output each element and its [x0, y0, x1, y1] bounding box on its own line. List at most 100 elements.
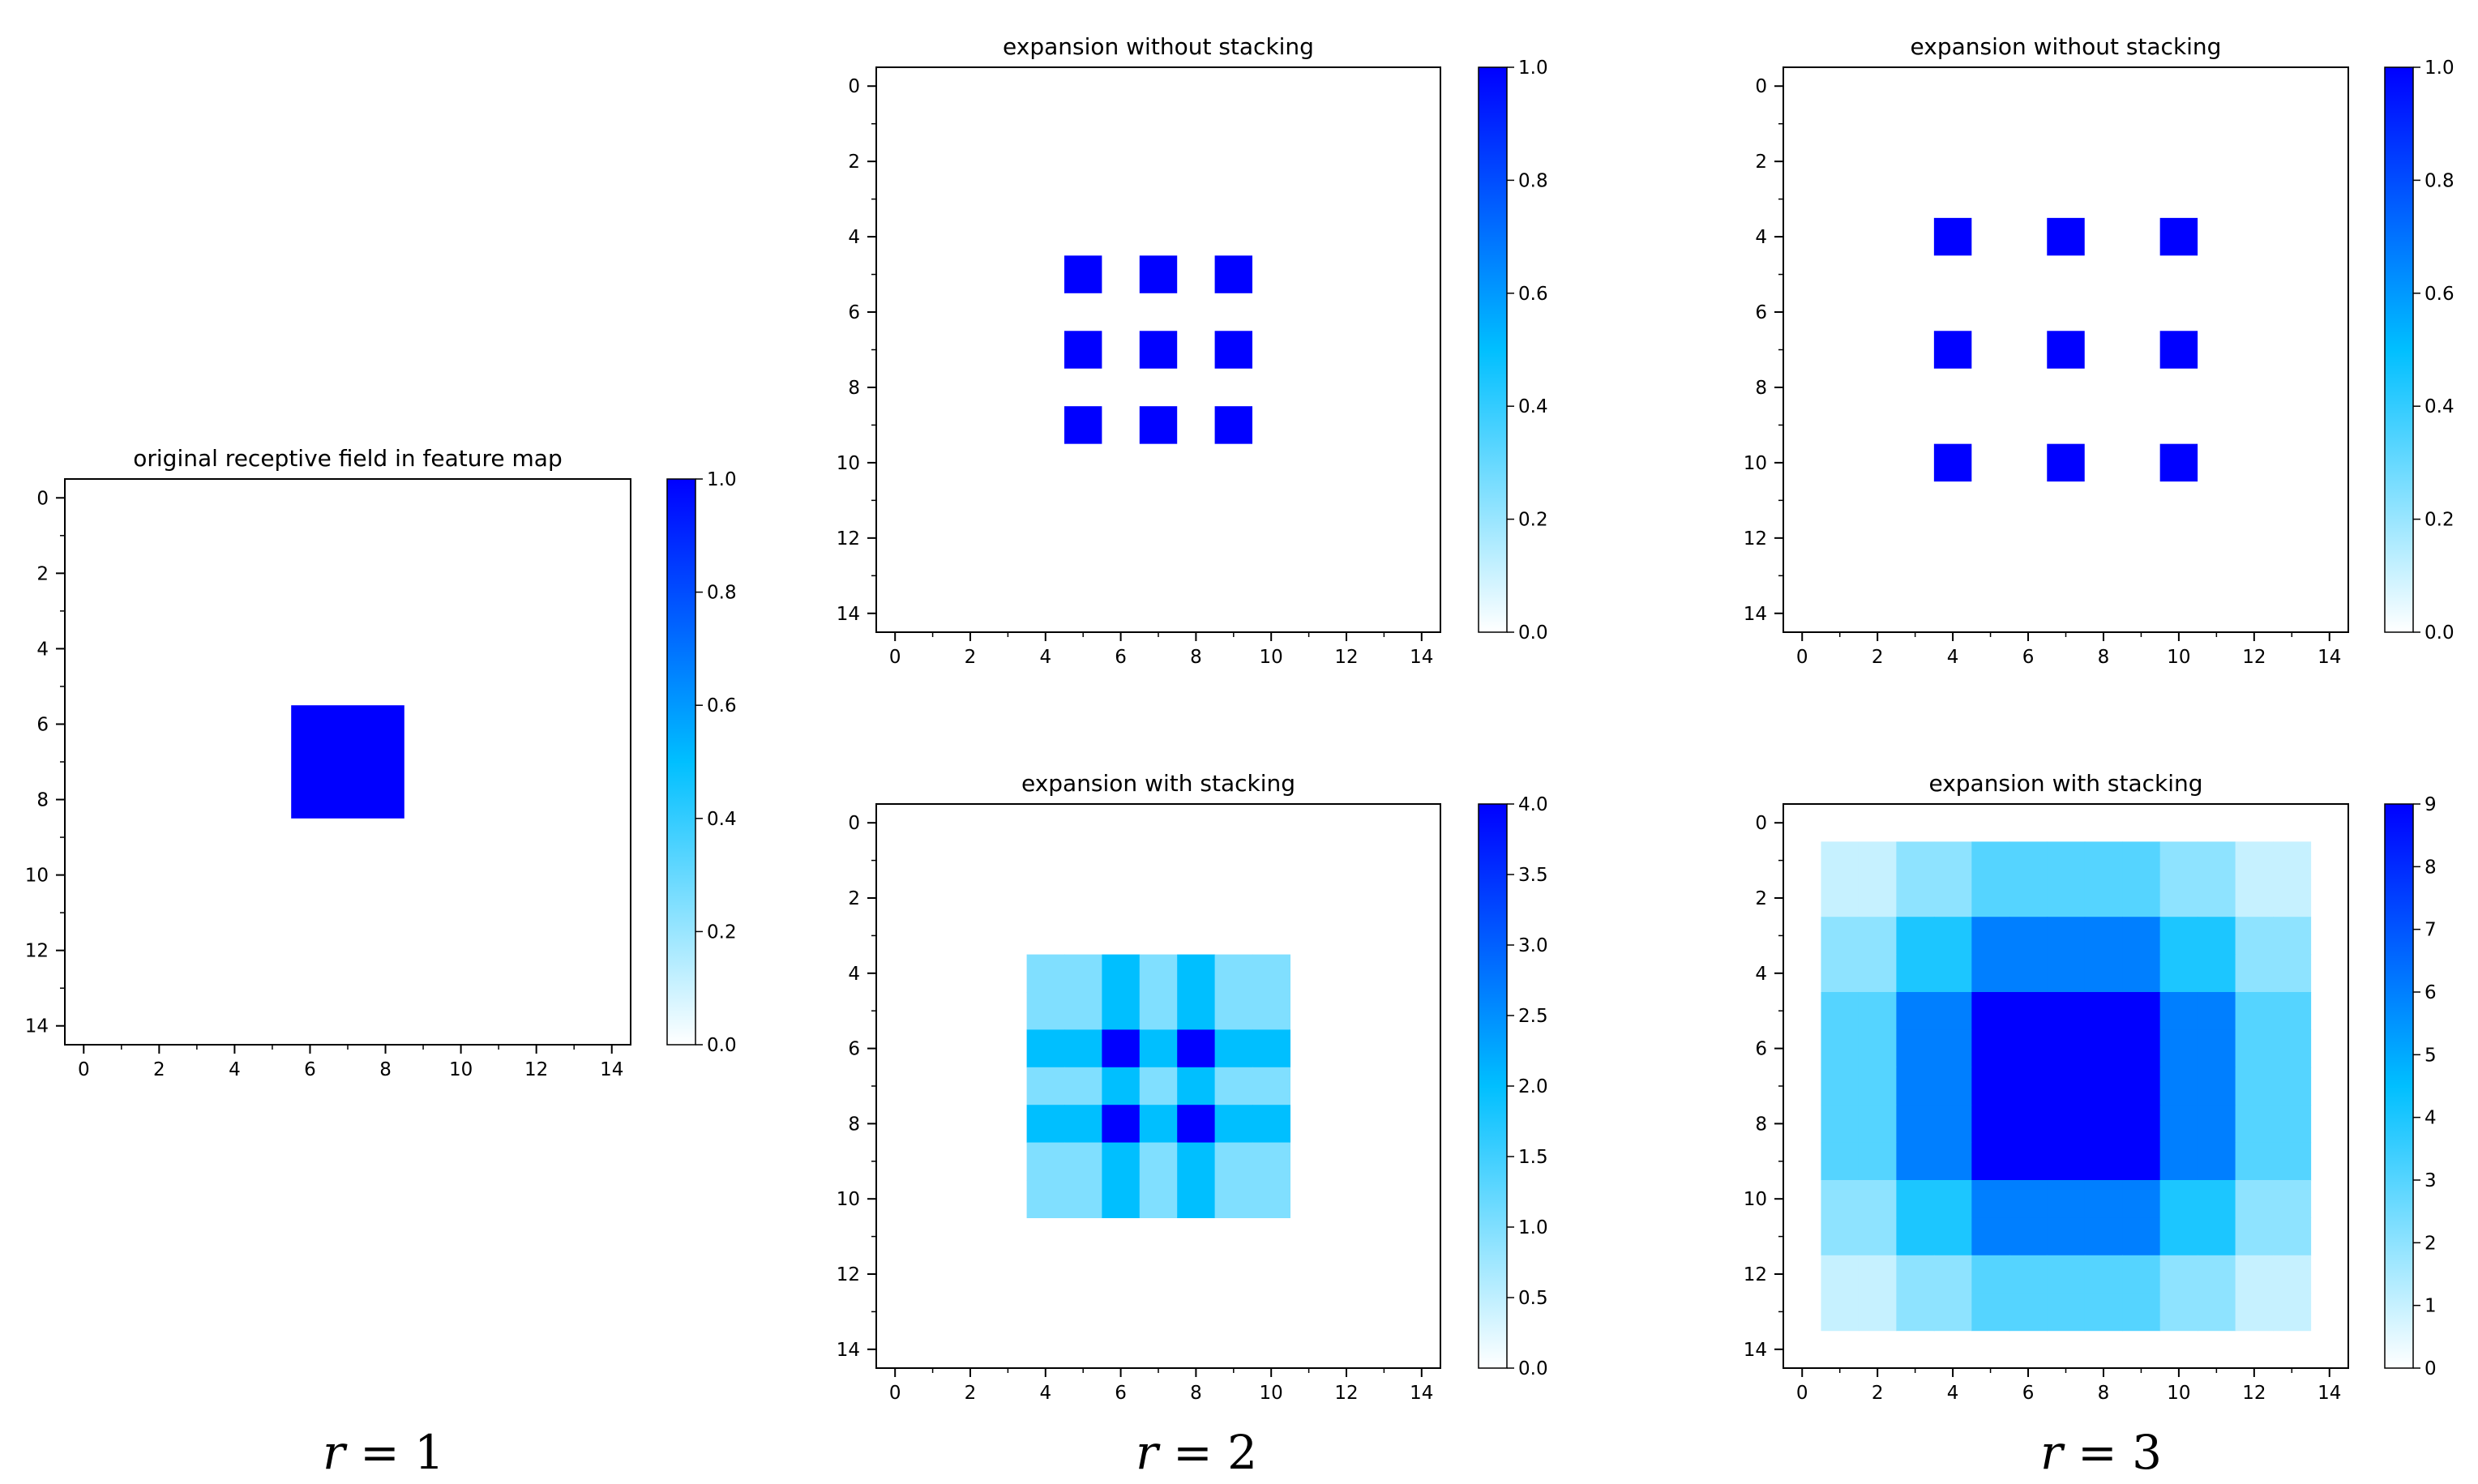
heatmap-cell [2122, 1029, 2161, 1068]
heatmap-cell [1026, 1029, 1065, 1068]
x-tick-label: 10 [1260, 647, 1283, 668]
colorbar-tick-label: 1.5 [1518, 1147, 1548, 1168]
heatmap-cell [1858, 1217, 1897, 1256]
heatmap-cell [2047, 841, 2086, 880]
heatmap-cell [1933, 1067, 1972, 1106]
heatmap-cell [1933, 917, 1972, 956]
heatmap-cell [1821, 917, 1860, 956]
colorbar-tick-label: 0.8 [1518, 170, 1548, 191]
heatmap-cell [1064, 1180, 1102, 1218]
colorbar-tick-label: 0.0 [1518, 1358, 1548, 1379]
heatmap-cell [1177, 1067, 1216, 1106]
colorbar-tick-label: 0.2 [707, 922, 737, 943]
y-tick-label: 6 [36, 714, 49, 735]
heatmap-cell [2084, 1180, 2123, 1218]
heatmap-cell [2122, 954, 2161, 993]
x-tick-label: 8 [379, 1059, 392, 1080]
heatmap-cell [1214, 992, 1253, 1030]
column-label-r1: r = 1 [323, 1425, 444, 1480]
chart-r2-with: expansion with stacking 0 2 4 6 8 10 12 14 0 2 4 6 8 1… [837, 770, 1548, 1404]
y-tick-label: 2 [1755, 152, 1767, 173]
colorbar-frame [2384, 803, 2414, 1369]
heatmap-cell [1064, 406, 1102, 444]
heatmap-cell [2047, 1180, 2086, 1218]
y-tick-label: 10 [25, 866, 49, 887]
column-label-r3: r = 3 [2040, 1425, 2162, 1480]
panels: original receptive field in feature map 0… [25, 33, 2454, 1404]
x-tick-label: 10 [449, 1059, 473, 1080]
heatmap-cell [2084, 992, 2123, 1030]
heatmap-cell [1896, 1029, 1935, 1068]
heatmap-cell [1896, 879, 1935, 917]
heatmap-cell [2122, 1105, 2161, 1144]
heatmap-cell [1821, 841, 1860, 880]
heatmap-cell [1896, 1142, 1935, 1181]
heatmap-cell [2198, 879, 2236, 917]
heatmap-cell [1214, 1067, 1253, 1106]
colorbar-tick-label: 3 [2425, 1170, 2437, 1191]
heatmap-cell [2122, 1293, 2161, 1332]
heatmap-cell [2159, 954, 2198, 993]
heatmap-cell [1821, 1255, 1860, 1294]
heatmap-cell [2235, 1180, 2274, 1218]
colorbar-tick-label: 6 [2425, 982, 2437, 1003]
heatmap-cell [1177, 1029, 1216, 1068]
x-tick-label: 6 [1115, 647, 1127, 668]
heatmap-cell [1139, 1180, 1178, 1218]
heatmap-cell [2159, 1105, 2198, 1144]
heatmap-cell [2159, 331, 2198, 369]
x-tick-label: 6 [1115, 1383, 1127, 1404]
heatmap-cell [2235, 954, 2274, 993]
x-tick-label: 2 [965, 647, 977, 668]
heatmap-cell [1858, 841, 1897, 880]
heatmap-cell [1026, 1142, 1065, 1181]
heatmap-cell [2273, 1255, 2312, 1294]
heatmap-cell [2122, 917, 2161, 956]
y-tick-label: 8 [848, 378, 860, 399]
x-tick-label: 10 [2167, 647, 2190, 668]
heatmap-cell [1933, 1029, 1972, 1068]
heatmap-cell [1064, 1067, 1102, 1106]
x-tick-label: 12 [2242, 647, 2266, 668]
heatmap-cell [1214, 406, 1252, 444]
heatmap-cell [2047, 1067, 2086, 1106]
heatmap-cell [1971, 1293, 2010, 1332]
heatmap-cell [1933, 217, 1972, 256]
x-tick-label: 0 [889, 1383, 901, 1404]
heatmap-cell [1214, 954, 1253, 993]
x-tick-label: 14 [2318, 647, 2341, 668]
y-tick-label: 4 [848, 227, 860, 248]
y-tick-label: 8 [1755, 378, 1767, 399]
heatmap-cell [2009, 879, 2048, 917]
heatmap-cell [1177, 1142, 1216, 1181]
colorbar-tick-label: 7 [2425, 920, 2437, 941]
y-tick-label: 10 [1744, 453, 1767, 474]
y-tick-label: 0 [848, 813, 860, 834]
heatmap-cell [1214, 255, 1252, 293]
heatmap-cell [2047, 443, 2085, 482]
heatmap-cell [2235, 1029, 2274, 1068]
heatmap-cell [1821, 1293, 1860, 1332]
heatmap-cell [2009, 1029, 2048, 1068]
column-label-r3-eq: = 3 [2078, 1425, 2162, 1480]
x-tick-label: 0 [78, 1059, 90, 1080]
heatmap-cell [2122, 879, 2161, 917]
chart-r2-without: expansion without stacking 0 2 4 6 8 10 12 14 0 2 4… [837, 33, 1548, 668]
colorbar-tick-label: 3.5 [1518, 865, 1548, 886]
colorbar-tick-label: 0.6 [707, 695, 737, 716]
x-tick-label: 10 [2167, 1383, 2190, 1404]
heatmap-cell [1102, 954, 1141, 993]
heatmap-cell [1026, 1105, 1065, 1144]
heatmap-cell [1252, 992, 1290, 1030]
x-tick-label: 2 [1872, 647, 1884, 668]
heatmap-cell [1821, 879, 1860, 917]
x-tick-label: 12 [1334, 1383, 1358, 1404]
x-tick-label: 14 [2318, 1383, 2341, 1404]
heatmap-cell [1896, 841, 1935, 880]
y-tick-label: 4 [848, 964, 860, 985]
y-tick-label: 14 [1744, 1340, 1767, 1361]
heatmap-cell [2047, 917, 2086, 956]
heatmap-cell [1064, 992, 1102, 1030]
y-tick-label: 0 [1755, 76, 1767, 97]
